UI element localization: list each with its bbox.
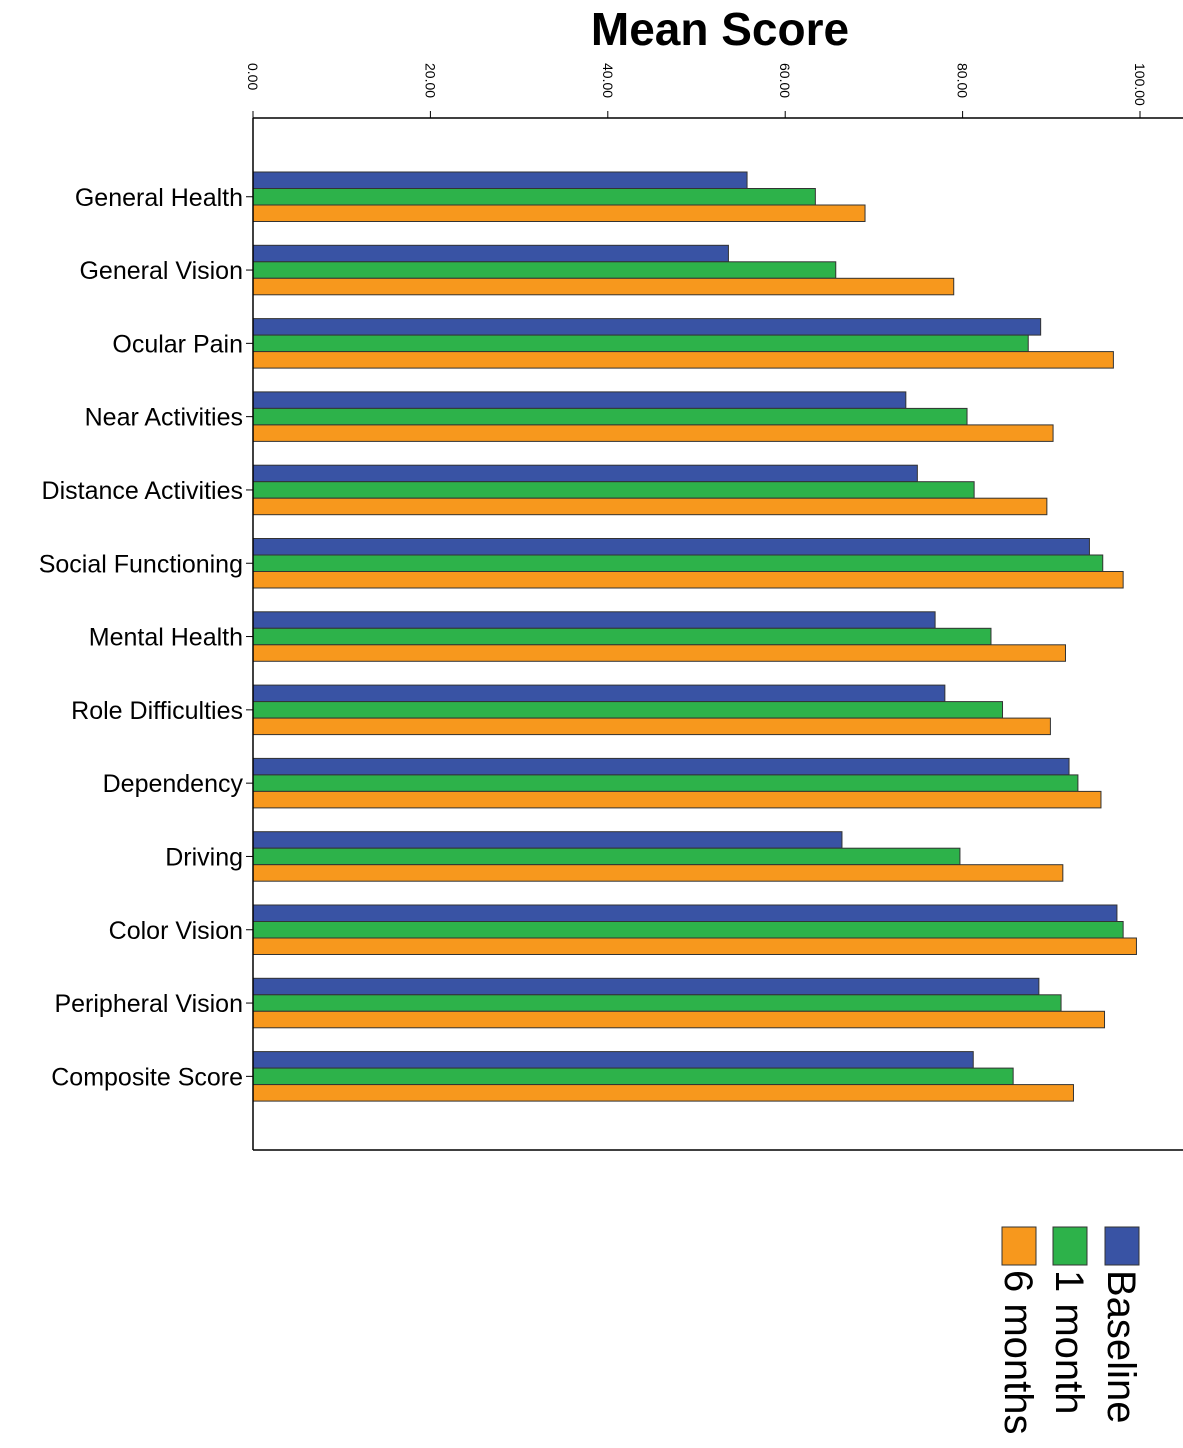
bar-baseline-dependency — [252, 757, 1070, 776]
bar-baseline-general-health — [252, 171, 748, 189]
category-label: Color Vision — [109, 917, 243, 945]
category-label: Ocular Pain — [112, 330, 243, 358]
bar-1-month-general-health — [252, 188, 816, 206]
bar-baseline-distance-activities — [252, 464, 918, 483]
bar-1-month-color-vision — [252, 921, 1124, 939]
bar-1-month-general-vision — [252, 261, 837, 279]
bar-1-month-social-functioning — [252, 554, 1104, 572]
category-label: Social Functioning — [39, 550, 243, 578]
bar-1-month-composite-score — [252, 1067, 1014, 1086]
x-tick-label: 60.00 — [777, 63, 793, 98]
bar-1-month-mental-health — [252, 627, 992, 646]
bar-6-months-dependency — [252, 790, 1102, 809]
bar-1-month-role-difficulties — [252, 701, 1004, 719]
category-label: Composite Score — [51, 1063, 243, 1091]
bar-6-months-role-difficulties — [252, 717, 1051, 736]
legend-label: Baseline — [1099, 1270, 1143, 1423]
x-tick-label: 40.00 — [600, 63, 616, 98]
bar-6-months-peripheral-vision — [252, 1010, 1106, 1029]
category-label: Mental Health — [89, 624, 243, 652]
bar-baseline-role-difficulties — [252, 684, 946, 703]
category-label: General Vision — [79, 257, 243, 285]
category-label: General Health — [75, 184, 243, 212]
bar-baseline-near-activities — [252, 391, 907, 409]
bar-1-month-near-activities — [252, 407, 968, 426]
bar-1-month-ocular-pain — [252, 334, 1029, 353]
bar-baseline-general-vision — [252, 244, 729, 263]
legend-swatch-baseline — [1104, 1226, 1140, 1266]
bar-1-month-distance-activities — [252, 481, 975, 499]
category-label: Role Difficulties — [71, 697, 243, 725]
bar-6-months-social-functioning — [252, 571, 1124, 589]
bar-baseline-peripheral-vision — [252, 977, 1040, 996]
legend-label: 1 month — [1047, 1270, 1091, 1415]
legend-swatch-6-months — [1001, 1226, 1037, 1266]
bar-baseline-color-vision — [252, 904, 1118, 922]
bars-group — [252, 171, 1137, 1102]
bar-1-month-dependency — [252, 774, 1079, 792]
bar-6-months-general-health — [252, 204, 866, 222]
bar-baseline-composite-score — [252, 1051, 974, 1069]
bar-6-months-composite-score — [252, 1084, 1074, 1102]
bar-6-months-near-activities — [252, 424, 1054, 442]
category-label: Driving — [165, 843, 243, 871]
x-tick-label: 0.00 — [245, 63, 261, 90]
bar-6-months-driving — [252, 864, 1064, 882]
bar-baseline-mental-health — [252, 611, 936, 629]
bar-baseline-social-functioning — [252, 538, 1090, 556]
bar-baseline-ocular-pain — [252, 318, 1042, 336]
bar-6-months-color-vision — [252, 937, 1137, 955]
legend-label: 6 months — [996, 1270, 1040, 1435]
bar-1-month-peripheral-vision — [252, 994, 1062, 1012]
category-label: Dependency — [103, 770, 244, 798]
x-tick-label: 100.00 — [1132, 63, 1148, 106]
bar-6-months-distance-activities — [252, 497, 1048, 516]
category-label: Near Activities — [85, 404, 243, 432]
category-label: Distance Activities — [42, 477, 243, 505]
chart-title: Mean Score — [591, 3, 849, 55]
bar-6-months-ocular-pain — [252, 351, 1114, 369]
bar-1-month-driving — [252, 847, 961, 866]
legend-swatch-1-month — [1052, 1226, 1088, 1266]
category-label: Peripheral Vision — [54, 990, 243, 1018]
bar-6-months-mental-health — [252, 644, 1066, 662]
x-tick-label: 80.00 — [955, 63, 971, 98]
bar-6-months-general-vision — [252, 277, 955, 296]
x-tick-label: 20.00 — [422, 63, 438, 98]
bar-baseline-driving — [252, 831, 843, 849]
axes-group: General Health General Vision Ocular Pain N… — [39, 63, 1183, 1151]
